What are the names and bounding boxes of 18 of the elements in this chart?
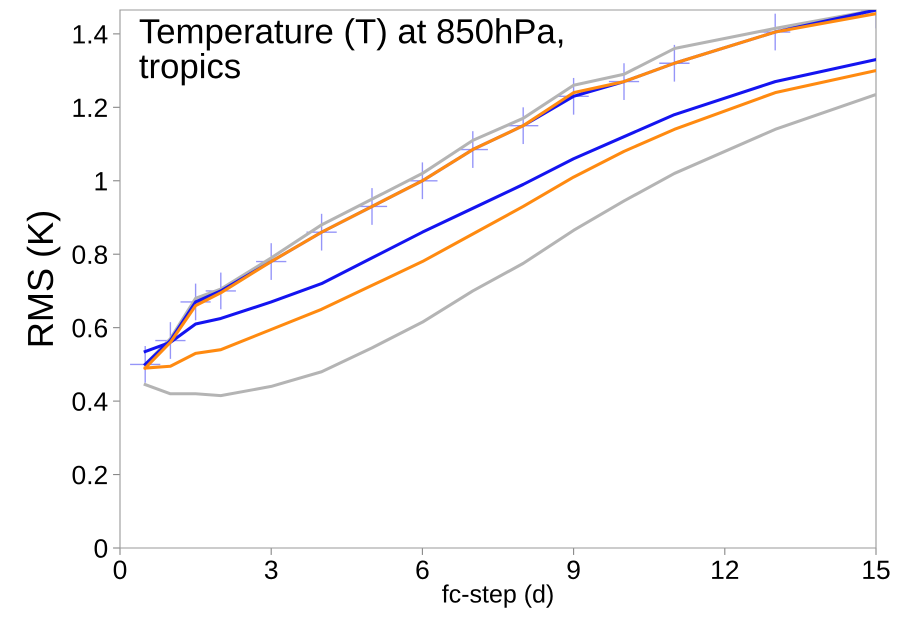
x-tick-label: 9 bbox=[568, 560, 580, 580]
x-tick-label: 15 bbox=[863, 560, 890, 580]
x-tick-label: 0 bbox=[114, 560, 126, 580]
x-axis-title: fc-step (d) bbox=[442, 584, 553, 608]
line-series bbox=[144, 92, 876, 398]
y-tick-label: 0.8 bbox=[72, 245, 108, 264]
y-tick-label: 0.4 bbox=[72, 392, 108, 411]
y-tick-label: 0.6 bbox=[72, 318, 108, 338]
x-tick-label: 6 bbox=[416, 560, 429, 580]
x-tick-label: 12 bbox=[712, 560, 738, 579]
y-tick-label: 0.2 bbox=[72, 466, 107, 484]
y-tick-label: 1.2 bbox=[74, 98, 107, 117]
y-tick-label: 0 bbox=[94, 539, 108, 558]
y-tick-label: 1.4 bbox=[74, 25, 108, 44]
y-axis-title: RMS (K) bbox=[26, 212, 60, 346]
y-tick-label: 1 bbox=[96, 172, 107, 190]
x-tick-label: 3 bbox=[264, 560, 278, 580]
text: Temperature (T) at 850hPa, tropics bbox=[139, 18, 562, 86]
